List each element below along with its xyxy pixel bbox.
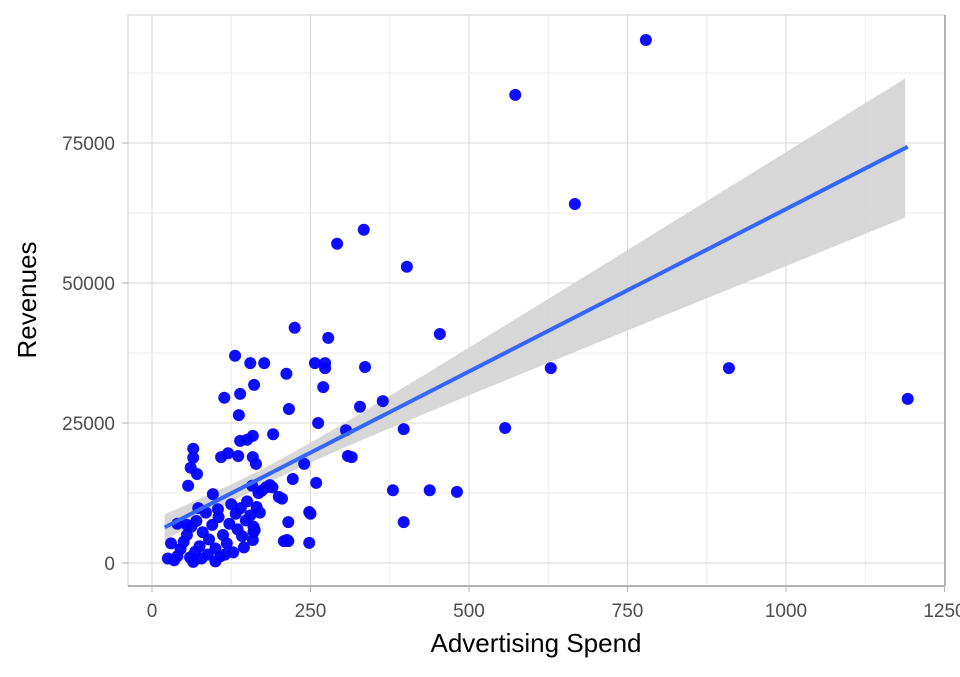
data-point [423,484,436,497]
data-point [212,511,225,524]
data-point [345,451,358,464]
data-point [331,237,344,250]
data-point [236,530,249,543]
data-point [244,509,257,522]
fit-line [163,144,909,530]
data-point [397,423,410,436]
data-point [258,357,271,370]
data-point [376,395,389,408]
data-point [253,506,266,519]
data-point [280,367,293,380]
data-point [218,548,231,561]
data-point [234,387,247,400]
data-point [244,357,257,370]
data-point [193,540,206,553]
data-point [237,541,250,554]
y-axis-label: Revenues [12,241,42,358]
x-tick-label: 750 [612,601,644,622]
x-tick-label: 0 [147,601,158,622]
data-point [229,349,242,362]
y-tick-label: 75000 [62,134,115,155]
x-tick-label: 250 [295,601,327,622]
data-point [165,537,178,550]
data-point [180,518,193,531]
data-point [499,422,512,435]
data-point [215,451,228,464]
data-point [509,88,522,101]
data-point [220,537,233,550]
data-point [209,555,222,568]
data-point [286,473,299,485]
data-point [248,378,261,391]
y-tick-label: 50000 [62,274,115,295]
y-tick-label: 0 [104,554,115,575]
data-point [187,555,200,568]
data-point [386,484,399,497]
data-point [304,507,317,520]
data-point [298,457,311,470]
data-point [357,223,370,236]
x-tick-label: 1000 [765,601,807,622]
regression-line [163,144,909,530]
data-point [282,535,295,548]
data-point [400,260,413,273]
data-point [182,479,195,492]
data-point [249,457,262,470]
data-point [450,485,463,498]
data-point [433,327,446,340]
data-point [308,357,321,370]
data-point [303,536,316,549]
data-point [353,400,366,413]
data-point [190,515,203,527]
y-tick-label: 25000 [62,414,115,435]
data-point [722,362,735,375]
data-point [319,362,332,375]
data-points [161,33,914,568]
data-point [218,391,231,404]
data-point [568,198,581,211]
data-point [282,403,295,415]
data-point [288,321,301,334]
data-point [203,533,216,546]
data-point [310,476,323,489]
data-point [275,492,288,505]
data-point [312,417,325,429]
confidence-band [164,78,906,541]
data-point [232,409,245,422]
data-point [187,451,200,464]
data-point [359,361,372,373]
data-point [544,362,557,375]
x-tick-label: 500 [453,601,485,622]
data-point [639,33,652,46]
data-point [267,428,280,441]
data-point [901,392,914,405]
x-axis-label: Advertising Spend [430,628,641,658]
confidence-band-area [164,78,906,541]
data-point [241,495,254,508]
data-point [322,331,335,344]
data-point [232,450,245,463]
data-point [397,516,410,529]
data-point [187,442,200,455]
data-point [191,467,204,480]
data-point [225,498,238,511]
data-point [317,381,330,394]
data-point [266,481,279,494]
data-point [247,526,260,539]
data-point [234,434,247,447]
data-point [282,516,295,529]
data-point [206,488,219,501]
